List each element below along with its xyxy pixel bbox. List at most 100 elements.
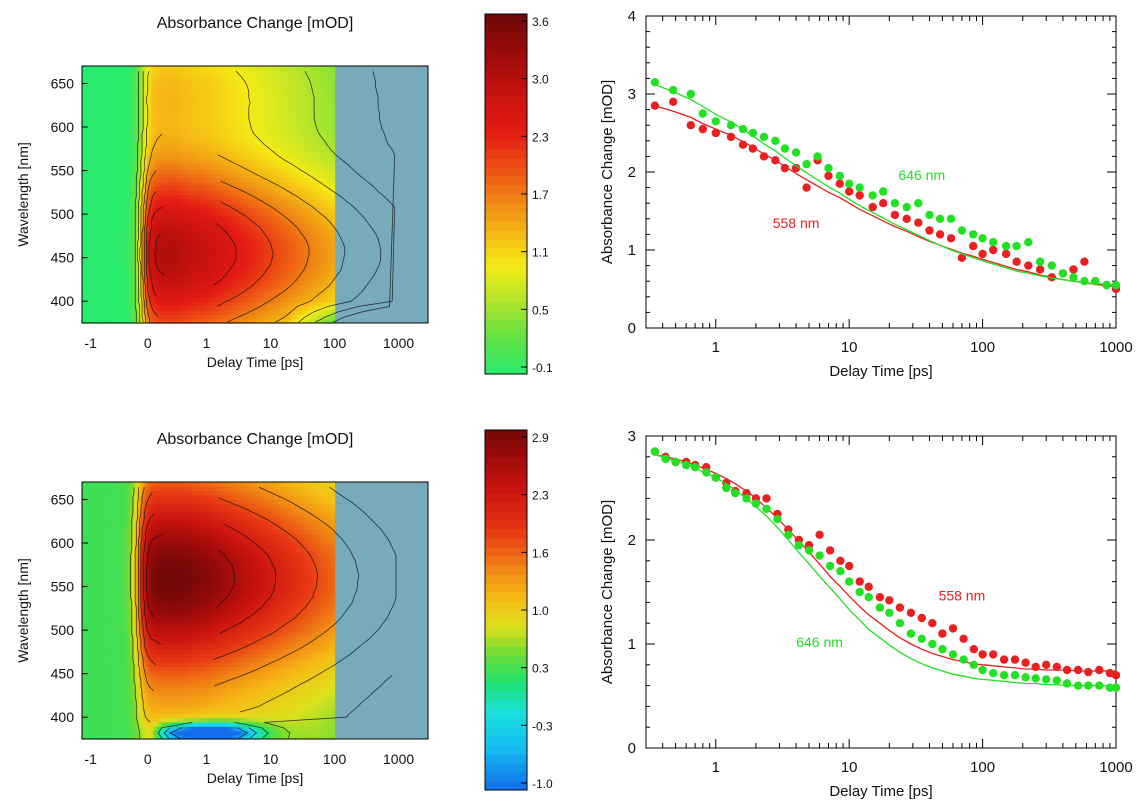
data-point — [835, 171, 844, 181]
series-annotation: 646 nm — [796, 634, 843, 650]
data-point — [722, 483, 731, 493]
data-point — [959, 655, 968, 664]
data-point — [855, 587, 864, 597]
y-axis-label: Absorbance Change [mOD] — [599, 80, 616, 264]
data-point — [759, 132, 769, 142]
data-point — [978, 234, 987, 243]
data-point — [1073, 665, 1083, 675]
data-point — [759, 152, 769, 161]
y-tick-label: 1 — [628, 636, 636, 653]
data-point — [669, 97, 678, 107]
data-point — [1111, 671, 1121, 680]
x-tick-label: 1000 — [1099, 759, 1132, 776]
contour-line — [142, 513, 161, 645]
data-point — [868, 202, 877, 212]
data-point — [1042, 660, 1051, 669]
data-point — [978, 249, 987, 259]
data-point — [914, 199, 923, 208]
x-tick-label: 1 — [203, 751, 211, 767]
data-point — [780, 144, 790, 153]
data-point — [885, 608, 894, 617]
data-point — [762, 494, 771, 503]
data-point — [845, 187, 854, 196]
data-point — [738, 124, 748, 134]
heatmap-frame — [81, 481, 429, 740]
data-point — [1102, 280, 1111, 290]
data-point — [804, 546, 814, 555]
x-tick-label: 100 — [323, 335, 347, 351]
series-annotation: 646 nm — [898, 167, 945, 183]
contour-line — [217, 154, 346, 323]
data-point — [711, 128, 720, 138]
data-point — [698, 109, 707, 118]
heatmap-1 — [81, 481, 429, 740]
data-point — [835, 179, 844, 188]
y-tick-label: 4 — [628, 8, 636, 25]
data-point — [1031, 662, 1040, 672]
colorbar-tick-label: 3.6 — [532, 15, 549, 29]
fit-line-558-nm — [654, 454, 1116, 672]
data-point — [1084, 681, 1093, 690]
contour-line — [237, 727, 249, 739]
data-point — [824, 163, 833, 173]
fit-line-646-nm — [654, 454, 1116, 687]
y-tick-label: 550 — [51, 579, 75, 595]
data-point — [906, 608, 916, 617]
colorbar-tick-label: 0.5 — [532, 303, 549, 317]
data-point — [1080, 257, 1089, 266]
data-point — [802, 183, 811, 192]
data-point — [969, 230, 978, 239]
data-point — [999, 655, 1009, 664]
contour-line — [216, 549, 236, 608]
data-point — [784, 530, 793, 539]
colorbar-tick-label: 1.6 — [532, 546, 549, 560]
data-point — [845, 179, 854, 188]
data-point — [698, 124, 707, 134]
y-tick-label: 0 — [628, 740, 636, 757]
x-tick-label: 10 — [263, 751, 279, 767]
data-point — [791, 148, 801, 157]
contour-line — [169, 727, 183, 739]
data-point — [1035, 257, 1045, 266]
data-point — [1024, 238, 1033, 247]
x-axis-label: Delay Time [ps] — [207, 354, 303, 370]
plot-frame — [645, 15, 1117, 329]
data-point — [969, 645, 978, 654]
series-annotation: 558 nm — [773, 215, 820, 231]
contour-line — [138, 487, 154, 692]
data-point — [1111, 280, 1121, 290]
data-point — [1105, 683, 1115, 692]
colorbar-tick-label: -0.3 — [532, 719, 553, 733]
data-point — [661, 454, 670, 464]
colorbar-tick-label: -0.1 — [532, 361, 553, 375]
contour-line — [235, 70, 382, 323]
contour-line — [216, 201, 274, 307]
data-point — [1001, 249, 1011, 259]
x-tick-label: 1 — [203, 335, 211, 351]
data-point — [1095, 665, 1104, 675]
colorbar-tick-label: 3.0 — [532, 73, 549, 87]
contour-line — [140, 492, 157, 666]
data-point — [1047, 261, 1057, 270]
data-point — [669, 85, 678, 95]
y-tick-label: 2 — [628, 164, 636, 181]
data-point — [1111, 683, 1121, 692]
contour-line — [146, 191, 159, 318]
data-point — [935, 214, 945, 223]
data-point — [1001, 241, 1011, 251]
contour-line — [214, 486, 360, 687]
y-tick-label: 500 — [51, 622, 75, 638]
data-point — [978, 665, 987, 675]
colorbar-tick-label: 2.3 — [532, 489, 549, 503]
data-point — [938, 629, 947, 638]
y-tick-label: 400 — [51, 293, 75, 309]
data-point — [925, 226, 934, 235]
x-tick-label: 1000 — [383, 751, 414, 767]
data-point — [771, 136, 780, 145]
data-point — [879, 187, 888, 196]
contour-line — [220, 180, 310, 323]
data-point — [1035, 265, 1045, 274]
data-point — [989, 245, 998, 255]
heatmap-title: Absorbance Change [mOD] — [157, 431, 354, 448]
x-tick-label: -1 — [84, 335, 97, 351]
